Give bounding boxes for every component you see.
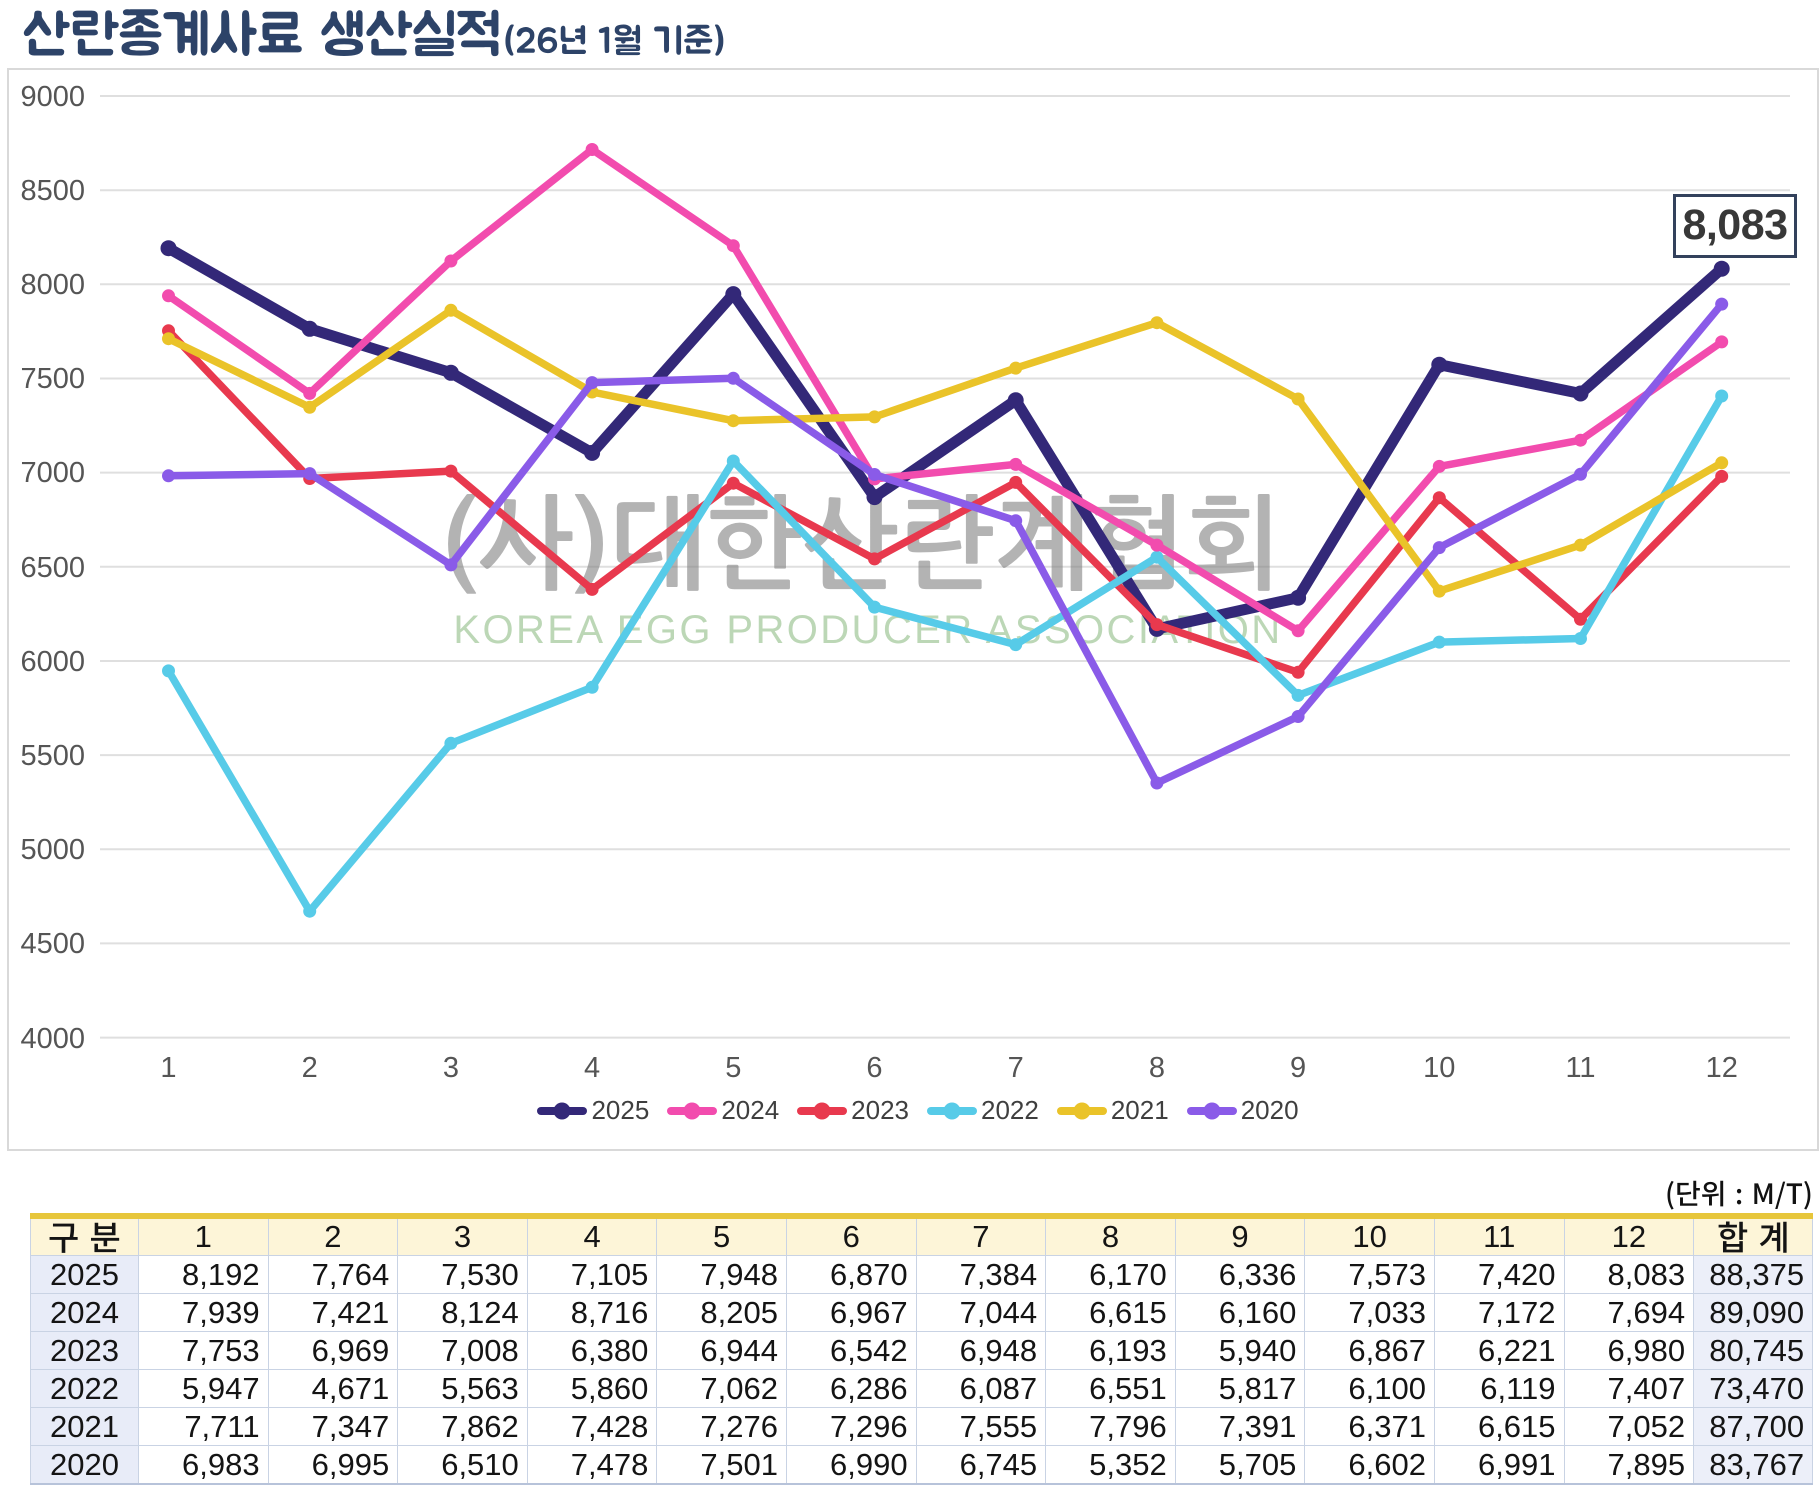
svg-text:4000: 4000 bbox=[20, 1023, 85, 1055]
svg-text:8000: 8000 bbox=[20, 269, 85, 301]
svg-text:7000: 7000 bbox=[20, 457, 85, 489]
svg-text:8: 8 bbox=[1149, 1052, 1165, 1084]
svg-text:4500: 4500 bbox=[20, 928, 85, 960]
svg-text:10: 10 bbox=[1423, 1052, 1455, 1084]
svg-text:6500: 6500 bbox=[20, 552, 85, 584]
svg-text:6000: 6000 bbox=[20, 646, 85, 678]
svg-text:5000: 5000 bbox=[20, 834, 85, 866]
svg-text:8500: 8500 bbox=[20, 175, 85, 207]
svg-text:9: 9 bbox=[1290, 1052, 1306, 1084]
svg-text:4: 4 bbox=[584, 1052, 600, 1084]
svg-text:5500: 5500 bbox=[20, 740, 85, 772]
svg-text:5: 5 bbox=[725, 1052, 741, 1084]
svg-text:11: 11 bbox=[1565, 1052, 1595, 1084]
svg-text:12: 12 bbox=[1706, 1052, 1738, 1084]
svg-text:7500: 7500 bbox=[20, 363, 85, 395]
svg-text:3: 3 bbox=[443, 1052, 459, 1084]
svg-text:6: 6 bbox=[866, 1052, 882, 1084]
svg-text:2: 2 bbox=[302, 1052, 318, 1084]
svg-text:7: 7 bbox=[1008, 1052, 1024, 1084]
svg-text:9000: 9000 bbox=[20, 81, 85, 113]
svg-text:1: 1 bbox=[160, 1052, 176, 1084]
